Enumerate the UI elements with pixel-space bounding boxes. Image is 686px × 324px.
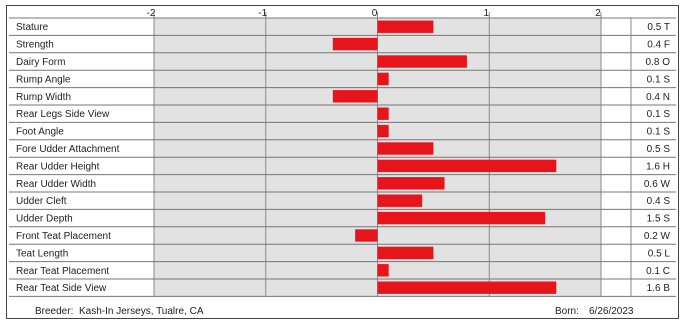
breeder-value: Kash-In Jerseys, Tualre, CA (79, 306, 204, 317)
trait-label: Rump Width (16, 92, 71, 103)
value-label: 0.1 C (646, 266, 670, 277)
value-label: 0.2 W (644, 231, 671, 242)
trait-label: Dairy Form (16, 57, 65, 68)
value-label: 0.4 S (647, 196, 671, 207)
value-label: 0.6 W (644, 179, 671, 190)
value-label: 0.4 N (646, 92, 670, 103)
value-label: 0.8 O (646, 57, 671, 68)
bar (377, 159, 557, 173)
value-label: 0.5 T (647, 22, 670, 33)
value-label: 0.1 S (647, 109, 671, 120)
trait-label: Rear Legs Side View (16, 109, 110, 120)
trait-label: Fore Udder Attachment (16, 144, 120, 155)
value-label: 0.5 L (648, 248, 671, 259)
trait-label: Rear Teat Side View (16, 283, 107, 294)
trait-label: Rear Udder Width (16, 179, 96, 190)
x-tick-label: 2 (595, 8, 601, 19)
x-tick-label: 0 (372, 8, 378, 19)
value-label: 1.6 H (646, 161, 670, 172)
born-label: Born: (555, 306, 579, 317)
bar (377, 142, 434, 155)
bar (377, 177, 445, 190)
trait-label: Stature (16, 22, 49, 33)
trait-label: Teat Length (16, 248, 68, 259)
x-tick-label: -1 (258, 8, 267, 19)
bar (377, 55, 467, 68)
trait-label: Front Teat Placement (16, 231, 111, 242)
breeder-label: Breeder: (35, 306, 74, 317)
footer: Breeder: Kash-In Jerseys, Tualre, CA Bor… (7, 305, 678, 319)
bar (377, 194, 423, 207)
trait-label: Rear Udder Height (16, 161, 100, 172)
bar (332, 90, 378, 103)
bar (377, 246, 434, 260)
value-label: 1.6 B (647, 283, 671, 294)
x-tick-label: -2 (147, 8, 156, 19)
bar (377, 124, 389, 138)
trait-label: Strength (16, 40, 54, 51)
x-tick-label: 1 (483, 8, 489, 19)
value-label: 0.5 S (647, 144, 671, 155)
trait-label: Foot Angle (16, 127, 64, 138)
trait-label: Rump Angle (16, 74, 71, 85)
trait-label: Udder Depth (16, 214, 73, 225)
bar (377, 264, 389, 277)
value-label: 0.1 S (647, 74, 671, 85)
linear-profile-panel: -2 -1 0 1 2 Stature 0.5 T Strength 0.4 F Dairy Fo… (6, 5, 679, 319)
bar (377, 211, 546, 225)
value-label: 0.4 F (647, 40, 670, 51)
bar (332, 37, 378, 51)
trait-label: Rear Teat Placement (16, 266, 109, 277)
trait-label: Udder Cleft (16, 196, 67, 207)
bar (355, 229, 378, 242)
bar (377, 107, 389, 120)
linear-trait-chart: -2 -1 0 1 2 Stature 0.5 T Strength 0.4 F Dairy Fo… (9, 8, 676, 297)
value-label: 0.1 S (647, 127, 671, 138)
bar (377, 20, 434, 33)
born-value: 6/26/2023 (589, 306, 634, 317)
value-label: 1.5 S (647, 214, 671, 225)
bar (377, 281, 557, 294)
bar (377, 72, 389, 86)
